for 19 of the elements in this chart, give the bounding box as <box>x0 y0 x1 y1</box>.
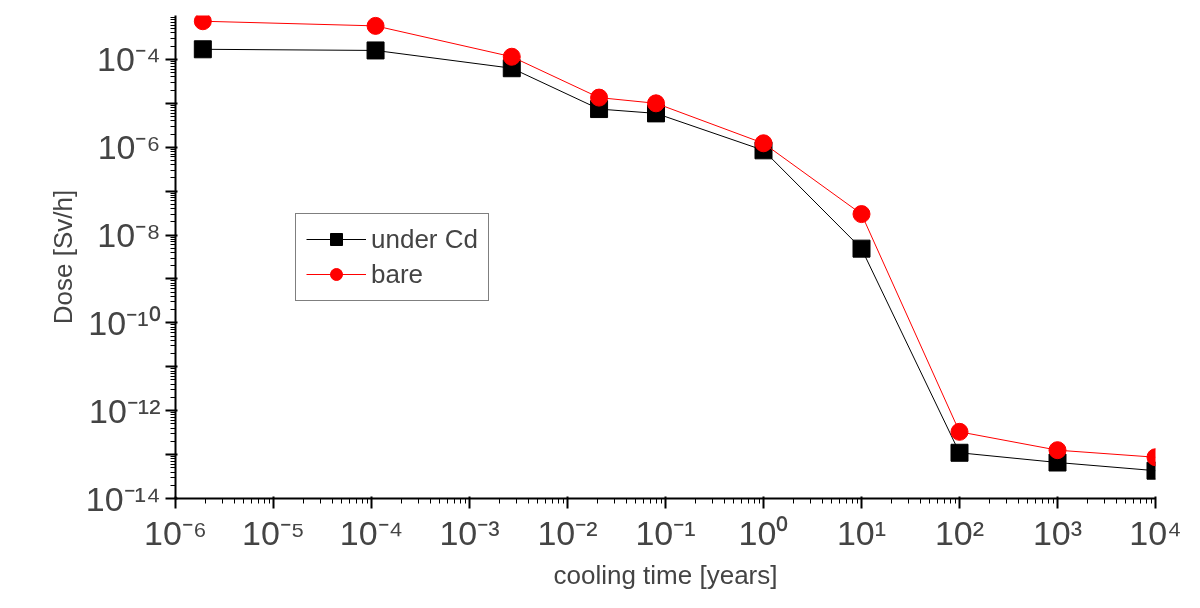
x-tick-label: 10⁻⁴ <box>339 513 404 552</box>
legend-label: bare <box>371 258 424 290</box>
x-tick-label: 10⁻² <box>537 513 598 552</box>
y-tick-label: 10⁻⁶ <box>97 128 161 167</box>
x-axis-title: cooling time [years] <box>553 559 778 590</box>
y-tick-label: 10⁻¹⁰ <box>88 303 161 342</box>
x-tick-label: 10⁻³ <box>439 513 500 552</box>
x-tick-label: 10⁻⁵ <box>242 513 305 552</box>
y-tick-label: 10⁻⁸ <box>97 216 161 255</box>
x-tick-label: 10¹ <box>836 513 887 552</box>
y-tick-label: 10⁻⁴ <box>97 40 161 79</box>
x-tick-label: 10⁻¹ <box>635 513 696 552</box>
y-tick-label: 10⁻¹² <box>89 391 161 430</box>
legend-label: under Cd <box>371 223 478 255</box>
y-axis-title: Dose [Sv/h] <box>47 189 78 325</box>
x-tick-label: 10⁰ <box>738 513 789 552</box>
x-tick-label: 10³ <box>1032 513 1083 552</box>
x-tick-label: 10⁴ <box>1129 513 1182 552</box>
x-tick-label: 10² <box>934 513 985 552</box>
